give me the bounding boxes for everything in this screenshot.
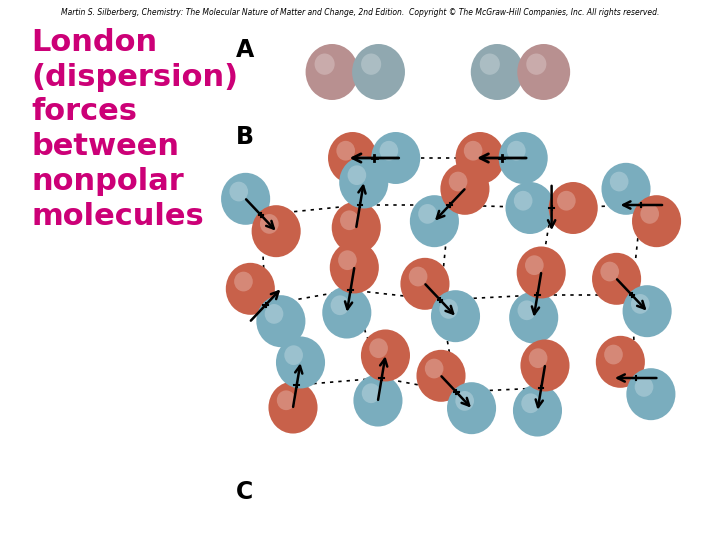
Circle shape bbox=[631, 294, 649, 314]
Circle shape bbox=[514, 191, 533, 211]
Text: Martin S. Silberberg, Chemistry: The Molecular Nature of Matter and Change, 2nd : Martin S. Silberberg, Chemistry: The Mol… bbox=[60, 8, 660, 17]
Circle shape bbox=[549, 182, 598, 234]
Circle shape bbox=[640, 204, 659, 224]
Circle shape bbox=[610, 172, 629, 191]
Circle shape bbox=[340, 211, 359, 230]
Circle shape bbox=[315, 53, 335, 75]
Circle shape bbox=[332, 201, 381, 254]
Circle shape bbox=[499, 132, 548, 184]
Circle shape bbox=[276, 390, 295, 410]
Circle shape bbox=[509, 292, 558, 343]
Circle shape bbox=[410, 195, 459, 247]
Text: C: C bbox=[235, 480, 253, 504]
Text: B: B bbox=[235, 125, 253, 149]
Circle shape bbox=[518, 300, 536, 320]
Circle shape bbox=[513, 384, 562, 436]
Circle shape bbox=[601, 163, 651, 215]
Circle shape bbox=[521, 393, 540, 413]
Circle shape bbox=[517, 44, 570, 100]
Circle shape bbox=[339, 157, 388, 208]
Circle shape bbox=[221, 173, 270, 225]
Circle shape bbox=[330, 241, 379, 293]
Circle shape bbox=[361, 383, 380, 403]
Circle shape bbox=[480, 53, 500, 75]
Circle shape bbox=[528, 348, 547, 368]
Circle shape bbox=[626, 368, 675, 420]
Circle shape bbox=[604, 345, 623, 364]
Circle shape bbox=[265, 304, 284, 324]
Circle shape bbox=[416, 350, 466, 402]
Circle shape bbox=[441, 163, 490, 215]
Circle shape bbox=[323, 287, 372, 339]
Circle shape bbox=[525, 255, 544, 275]
Circle shape bbox=[449, 172, 467, 191]
Circle shape bbox=[526, 53, 546, 75]
Circle shape bbox=[632, 195, 681, 247]
Circle shape bbox=[600, 262, 619, 281]
Circle shape bbox=[269, 382, 318, 434]
Circle shape bbox=[409, 267, 428, 286]
Circle shape bbox=[517, 246, 566, 299]
Circle shape bbox=[284, 345, 303, 365]
Circle shape bbox=[425, 359, 444, 379]
Circle shape bbox=[256, 295, 305, 347]
Circle shape bbox=[251, 205, 301, 257]
Circle shape bbox=[330, 295, 349, 315]
Circle shape bbox=[507, 141, 526, 160]
Circle shape bbox=[471, 44, 523, 100]
Circle shape bbox=[439, 299, 458, 319]
Circle shape bbox=[328, 132, 377, 184]
Circle shape bbox=[260, 214, 279, 234]
Text: A: A bbox=[235, 38, 253, 62]
Circle shape bbox=[379, 141, 398, 160]
Circle shape bbox=[557, 191, 576, 211]
Circle shape bbox=[372, 132, 420, 184]
Circle shape bbox=[230, 181, 248, 201]
Circle shape bbox=[226, 263, 275, 315]
Circle shape bbox=[234, 272, 253, 292]
Circle shape bbox=[418, 204, 437, 224]
Circle shape bbox=[447, 382, 496, 434]
Circle shape bbox=[336, 141, 355, 160]
Circle shape bbox=[352, 44, 405, 100]
Circle shape bbox=[305, 44, 359, 100]
Circle shape bbox=[400, 258, 449, 310]
Circle shape bbox=[623, 285, 672, 337]
Circle shape bbox=[354, 375, 402, 427]
Circle shape bbox=[505, 182, 554, 234]
Circle shape bbox=[455, 391, 474, 411]
Circle shape bbox=[276, 336, 325, 388]
Text: London
(dispersion)
forces
between
nonpolar
molecules: London (dispersion) forces between nonpo… bbox=[32, 28, 238, 231]
Circle shape bbox=[431, 290, 480, 342]
Circle shape bbox=[348, 165, 366, 185]
Circle shape bbox=[361, 53, 381, 75]
Circle shape bbox=[456, 132, 505, 184]
Circle shape bbox=[592, 253, 641, 305]
Circle shape bbox=[338, 251, 357, 270]
Circle shape bbox=[635, 377, 653, 397]
Circle shape bbox=[464, 141, 482, 160]
Circle shape bbox=[521, 340, 570, 392]
Circle shape bbox=[361, 329, 410, 381]
Circle shape bbox=[596, 336, 645, 388]
Circle shape bbox=[369, 338, 388, 358]
